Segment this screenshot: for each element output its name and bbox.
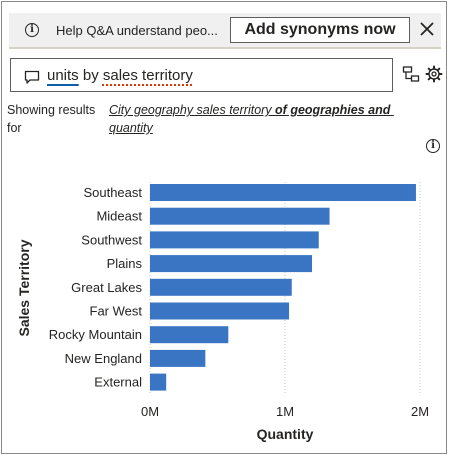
y-category-label: Southeast xyxy=(83,185,142,200)
interpreted-question-link[interactable]: City geography sales territory of geogra… xyxy=(109,101,404,137)
qa-keyword-units: units xyxy=(47,67,79,84)
x-axis-title: Quantity xyxy=(257,426,314,442)
bar[interactable] xyxy=(150,184,416,201)
gear-icon[interactable] xyxy=(425,65,443,83)
chat-bubble-icon xyxy=(24,70,40,84)
qa-connector: by xyxy=(78,67,103,84)
bar[interactable] xyxy=(150,255,312,273)
y-category-label: Mideast xyxy=(96,209,142,224)
bar[interactable] xyxy=(150,326,229,344)
bar[interactable] xyxy=(150,302,290,320)
add-synonyms-button[interactable]: Add synonyms now xyxy=(230,17,410,43)
bar[interactable] xyxy=(150,373,167,391)
info-icon: i xyxy=(25,23,39,37)
x-tick-label: 1M xyxy=(276,404,294,419)
y-category-label: Far West xyxy=(90,304,143,319)
synonym-banner: i Help Q&A understand peo... Add synonym… xyxy=(9,13,441,49)
visual-info-icon[interactable]: i xyxy=(426,139,440,153)
qa-question-input[interactable]: units by sales territory xyxy=(10,58,393,92)
showing-results-label: Showing results for xyxy=(7,103,96,135)
close-icon[interactable] xyxy=(419,21,435,37)
chart-category-labels: Southeast Mideast Southwest Plains Great Lak… xyxy=(49,185,143,390)
y-category-label: Plains xyxy=(107,256,143,271)
result-link-part-2: of geographies and xyxy=(275,103,391,117)
y-category-label: Southwest xyxy=(81,232,142,247)
y-category-label: Great Lakes xyxy=(71,280,142,295)
hierarchy-icon[interactable] xyxy=(402,65,420,83)
bar[interactable] xyxy=(150,278,292,296)
qa-question-text: units by sales territory xyxy=(47,67,193,84)
bar[interactable] xyxy=(150,231,319,249)
result-link-part-1: City geography sales territory xyxy=(109,103,276,117)
bar[interactable] xyxy=(150,349,206,367)
y-axis-title: Sales Territory xyxy=(16,239,32,336)
result-link-part-3: quantity xyxy=(109,103,394,135)
y-category-label: Rocky Mountain xyxy=(49,327,142,342)
qa-keyword-sales-territory: sales territory xyxy=(102,67,193,84)
chart-bars xyxy=(150,184,416,391)
chart-tick-labels: 0M 1M 2M xyxy=(141,404,429,419)
x-tick-label: 0M xyxy=(141,404,159,419)
bar[interactable] xyxy=(150,207,330,225)
y-category-label: New England xyxy=(65,351,142,366)
y-category-label: External xyxy=(94,375,142,390)
x-tick-label: 2M xyxy=(411,404,429,419)
